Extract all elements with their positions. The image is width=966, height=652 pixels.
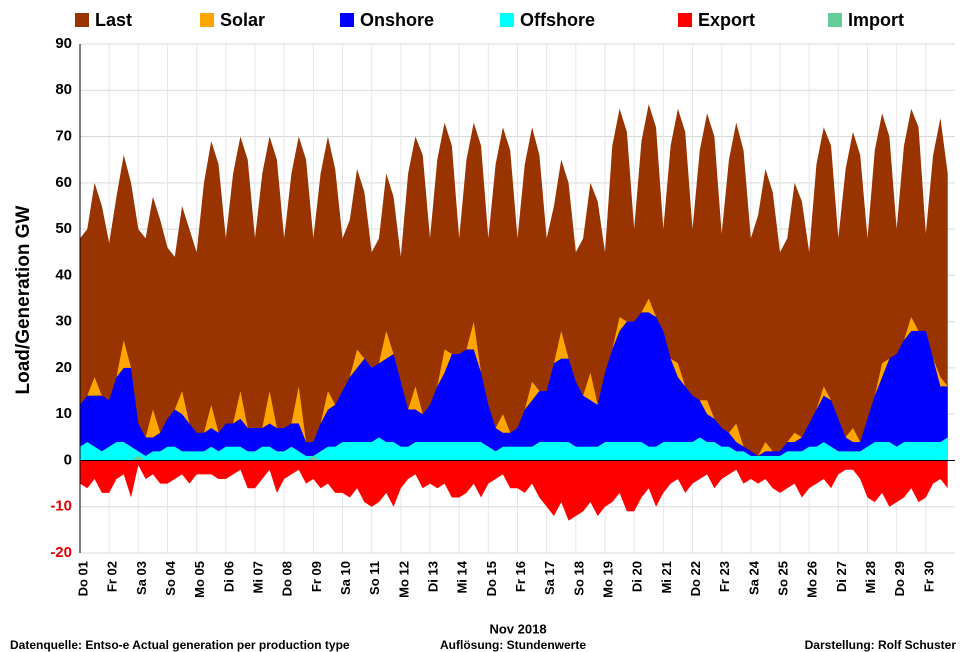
x-tick-label: Do 29 bbox=[892, 561, 907, 596]
area-last bbox=[80, 104, 948, 461]
y-tick-label: 50 bbox=[55, 220, 72, 237]
legend-label: Offshore bbox=[520, 10, 595, 30]
legend-label: Onshore bbox=[360, 10, 434, 30]
legend-swatch bbox=[340, 13, 354, 27]
area-solar bbox=[80, 298, 948, 456]
x-tick-label: Mo 26 bbox=[805, 561, 820, 598]
x-tick-label: Sa 10 bbox=[338, 561, 353, 595]
y-axis-label: Load/Generation GW bbox=[13, 205, 34, 394]
legend-label: Import bbox=[848, 10, 904, 30]
legend-swatch bbox=[200, 13, 214, 27]
y-tick-label: 40 bbox=[55, 266, 72, 283]
area-offshore bbox=[80, 437, 948, 461]
x-tick-label: Mi 14 bbox=[455, 560, 470, 593]
x-tick-label: So 18 bbox=[571, 561, 586, 596]
area-onshore bbox=[80, 312, 948, 456]
y-tick-label: 30 bbox=[55, 313, 72, 330]
legend-swatch bbox=[500, 13, 514, 27]
x-tick-label: So 25 bbox=[775, 561, 790, 596]
x-tick-label: Mi 21 bbox=[659, 561, 674, 594]
y-tick-label: 0 bbox=[64, 451, 72, 468]
x-tick-label: Fr 09 bbox=[309, 561, 324, 592]
legend-label: Export bbox=[698, 10, 755, 30]
x-tick-label: Sa 17 bbox=[542, 561, 557, 595]
x-tick-label: Sa 24 bbox=[746, 560, 761, 595]
y-tick-label: 90 bbox=[55, 35, 72, 52]
x-tick-label: Fr 30 bbox=[921, 561, 936, 592]
y-tick-label: 20 bbox=[55, 359, 72, 376]
x-tick-label: Fr 02 bbox=[105, 561, 120, 592]
y-tick-label: -10 bbox=[50, 498, 72, 515]
footer-resolution: Auflösung: Stundenwerte bbox=[440, 638, 586, 652]
y-tick-label: 70 bbox=[55, 128, 72, 145]
x-tick-label: So 04 bbox=[163, 560, 178, 595]
x-tick-label: Do 01 bbox=[75, 561, 90, 596]
x-tick-label: Di 13 bbox=[425, 561, 440, 592]
x-axis-label: Nov 2018 bbox=[489, 621, 546, 636]
x-tick-label: Fr 23 bbox=[717, 561, 732, 592]
footer-author: Darstellung: Rolf Schuster bbox=[805, 638, 957, 652]
x-tick-label: Di 27 bbox=[834, 561, 849, 592]
y-tick-label: 60 bbox=[55, 174, 72, 191]
x-tick-label: Di 06 bbox=[221, 561, 236, 592]
legend-swatch bbox=[828, 13, 842, 27]
x-tick-label: Do 22 bbox=[688, 561, 703, 596]
x-tick-label: Mo 05 bbox=[192, 561, 207, 598]
x-tick-label: Mi 07 bbox=[250, 561, 265, 594]
x-tick-label: Mo 19 bbox=[600, 561, 615, 598]
x-tick-label: Do 15 bbox=[484, 561, 499, 596]
legend-swatch bbox=[678, 13, 692, 27]
x-tick-label: Sa 03 bbox=[134, 561, 149, 595]
footer-source: Datenquelle: Entso-e Actual generation p… bbox=[10, 638, 350, 652]
x-tick-label: Do 08 bbox=[280, 561, 295, 596]
x-tick-label: So 11 bbox=[367, 561, 382, 595]
legend-label: Solar bbox=[220, 10, 265, 30]
y-tick-label: 10 bbox=[55, 405, 72, 422]
y-tick-label: 80 bbox=[55, 81, 72, 98]
x-tick-label: Mi 28 bbox=[863, 561, 878, 594]
x-tick-label: Di 20 bbox=[630, 561, 645, 592]
area-export bbox=[80, 460, 948, 521]
y-tick-label: -20 bbox=[50, 544, 72, 561]
legend-label: Last bbox=[95, 10, 132, 30]
x-tick-label: Mo 12 bbox=[396, 561, 411, 598]
x-tick-label: Fr 16 bbox=[513, 561, 528, 592]
legend-swatch bbox=[75, 13, 89, 27]
